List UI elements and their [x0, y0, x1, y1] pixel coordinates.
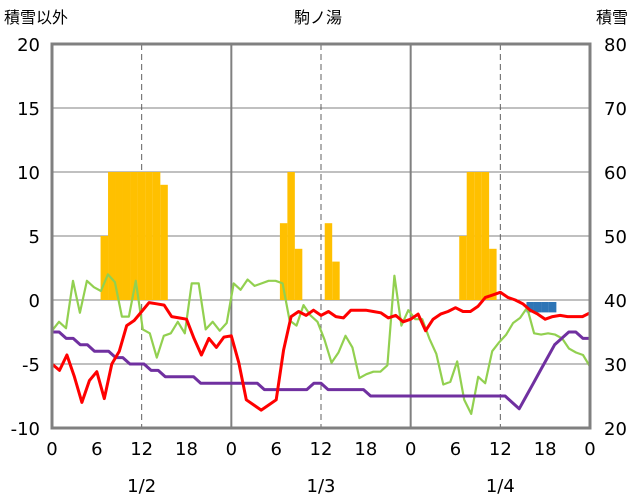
chart-title: 駒ノ湯	[294, 8, 342, 27]
precip-bar	[108, 172, 116, 300]
line-layer	[51, 273, 591, 415]
precip-bar	[459, 236, 467, 300]
precip-bar	[287, 172, 295, 300]
precip-bar	[122, 172, 131, 300]
negative-bar	[526, 302, 534, 313]
left-tick-label: 15	[17, 99, 40, 120]
precip-bar	[466, 172, 475, 300]
right-tick-label: 60	[604, 163, 627, 184]
precip-bar	[160, 184, 168, 300]
negative-bar	[548, 302, 557, 313]
right-tick-label: 20	[604, 419, 627, 440]
plot-frame	[50, 42, 592, 430]
x-tick-label: 0	[226, 439, 237, 460]
wind-line	[51, 273, 591, 415]
left-tick-label: 10	[17, 163, 40, 184]
x-tick-label: 18	[175, 439, 198, 460]
left-tick-label: -10	[11, 419, 40, 440]
date-label: 1/2	[127, 476, 156, 497]
precip-bar	[324, 223, 333, 300]
left-tick-label: 20	[17, 35, 40, 56]
precip-bar	[137, 172, 146, 300]
right-axis-label: 積雪	[596, 8, 628, 27]
left-tick-label: -5	[22, 355, 40, 376]
x-tick-label: 6	[450, 439, 461, 460]
precip-bar	[332, 261, 340, 300]
x-tick-label: 12	[130, 439, 153, 460]
precip-bar	[115, 172, 123, 300]
right-tick-label: 40	[604, 291, 627, 312]
snow_depth-line	[52, 330, 590, 411]
precip-bar	[130, 172, 138, 300]
x-tick-label: 6	[91, 439, 102, 460]
x-tick-label: 12	[489, 439, 512, 460]
precip-bar	[294, 248, 303, 300]
right-tick-label: 80	[604, 35, 627, 56]
precip-bar	[474, 172, 482, 300]
x-tick-label: 18	[534, 439, 557, 460]
left-axis-label: 積雪以外	[4, 8, 68, 27]
precip-bar	[481, 172, 490, 300]
date-label: 1/3	[307, 476, 336, 497]
precip-bar	[100, 236, 109, 300]
negative-bar	[533, 302, 542, 313]
x-tick-label: 18	[354, 439, 377, 460]
date-label: 1/4	[486, 476, 515, 497]
negative-bar	[541, 302, 549, 313]
right-tick-label: 30	[604, 355, 627, 376]
x-tick-label: 6	[270, 439, 281, 460]
right-tick-label: 50	[604, 227, 627, 248]
precip-bar	[152, 172, 161, 300]
precip-bar	[145, 172, 153, 300]
precip-bar	[489, 248, 497, 300]
temperature-line	[51, 290, 591, 412]
left-tick-label: 0	[29, 291, 40, 312]
x-tick-label: 0	[405, 439, 416, 460]
bar-layer	[100, 172, 557, 313]
x-tick-label: 0	[46, 439, 57, 460]
x-tick-label: 12	[310, 439, 333, 460]
right-tick-label: 70	[604, 99, 627, 120]
left-tick-label: 5	[29, 227, 40, 248]
x-tick-label: 0	[584, 439, 595, 460]
precip-bar	[279, 223, 288, 300]
